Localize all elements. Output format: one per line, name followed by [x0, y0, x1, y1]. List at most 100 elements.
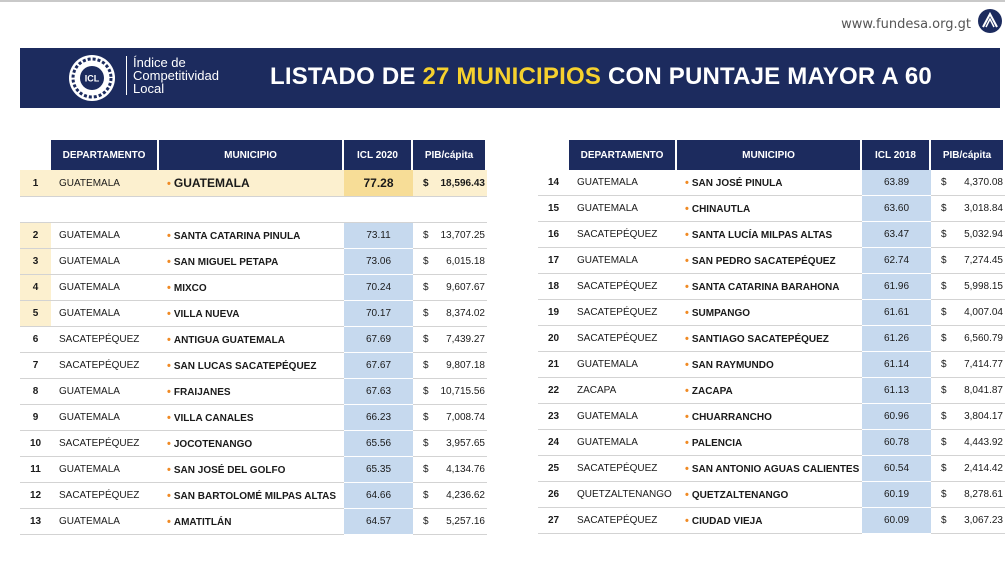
table-row: 14 GUATEMALA • SAN JOSÉ PINULA 63.89 $4,370.0… [538, 170, 1005, 196]
municipio-name: MIXCO [173, 282, 207, 294]
icl-score-cell: 60.19 [862, 482, 931, 508]
municipio-name: QUETZALTENANGO [691, 489, 789, 501]
departamento-cell: GUATEMALA [569, 196, 677, 222]
municipio-cell: • QUETZALTENANGO [677, 482, 862, 508]
icl-score-cell: 77.28 [344, 170, 413, 197]
pib-value: 4,134.76 [446, 464, 485, 475]
municipio-cell: • JOCOTENANGO [159, 431, 344, 457]
departamento-cell: SACATEPÉQUEZ [569, 508, 677, 534]
pib-value: 9,607.67 [446, 282, 485, 293]
pib-cell: $4,370.08 [931, 170, 1005, 196]
bullet-icon: • [685, 384, 689, 397]
municipio-cell: • SANTIAGO SACATEPÉQUEZ [677, 326, 862, 352]
table-header-row: DEPARTAMENTO MUNICIPIO ICL 2018 PIB/cápi… [538, 140, 1005, 170]
municipio-cell: • ANTIGUA GUATEMALA [159, 327, 344, 353]
bullet-icon: • [167, 255, 171, 268]
municipio-cell: • ZACAPA [677, 378, 862, 404]
icl-score-cell: 67.67 [344, 353, 413, 379]
icl-score-cell: 61.14 [862, 352, 931, 378]
bullet-icon: • [167, 489, 171, 502]
bullet-icon: • [685, 358, 689, 371]
currency-symbol: $ [423, 516, 429, 527]
rank-cell: 18 [538, 274, 569, 300]
departamento-cell: GUATEMALA [569, 352, 677, 378]
site-url[interactable]: www.fundesa.org.gt [841, 17, 971, 32]
table-row: 24 GUATEMALA • PALENCIA 60.78 $4,443.92 [538, 430, 1005, 456]
table-row: 8 GUATEMALA • FRAIJANES 67.63 $10,715.56 [20, 379, 487, 405]
municipio-cell: • VILLA NUEVA [159, 301, 344, 327]
currency-symbol: $ [423, 177, 429, 189]
municipio-name: ANTIGUA GUATEMALA [173, 334, 285, 346]
pib-value: 5,998.15 [964, 281, 1003, 292]
pib-value: 7,274.45 [964, 255, 1003, 266]
pib-value: 7,439.27 [446, 334, 485, 345]
pib-value: 4,370.08 [964, 177, 1003, 188]
municipio-cell: • AMATITLÁN [159, 509, 344, 535]
municipio-cell: • SANTA CATARINA BARAHONA [677, 274, 862, 300]
spacer-cell [20, 197, 487, 223]
rank-cell: 5 [20, 301, 51, 327]
municipio-name: SANTA LUCÍA MILPAS ALTAS [691, 229, 833, 241]
icl-score-cell: 60.78 [862, 430, 931, 456]
table-row: 7 SACATEPÉQUEZ • SAN LUCAS SACATEPÉQUEZ 67.6… [20, 353, 487, 379]
municipio-header: MUNICIPIO [159, 140, 344, 170]
currency-symbol: $ [423, 412, 429, 423]
title-banner: ICL Índice de Competitividad Local LISTA… [20, 48, 1000, 108]
municipio-cell: • FRAIJANES [159, 379, 344, 405]
table-row: 1 GUATEMALA • GUATEMALA 77.28 $18,596.43 [20, 170, 487, 197]
title-highlight: 27 MUNICIPIOS [422, 63, 602, 90]
table-row: 19 SACATEPÉQUEZ • SUMPANGO 61.61 $4,007.04 [538, 300, 1005, 326]
pib-cell: $6,560.79 [931, 326, 1005, 352]
icl-score-cell: 70.17 [344, 301, 413, 327]
icl-score-cell: 73.11 [344, 223, 413, 249]
municipio-name: SAN PEDRO SACATEPÉQUEZ [691, 255, 836, 267]
logo-text-line: Índice de [133, 55, 186, 70]
icl-score-cell: 63.60 [862, 196, 931, 222]
icl-score-cell: 70.24 [344, 275, 413, 301]
left-ranking-table: DEPARTAMENTO MUNICIPIO ICL 2020 PIB/cápi… [20, 140, 487, 535]
pib-value: 3,018.84 [964, 203, 1003, 214]
rank-cell: 10 [20, 431, 51, 457]
page-title: LISTADO DE 27 MUNICIPIOS CON PUNTAJE MAY… [270, 63, 932, 91]
bullet-icon: • [685, 488, 689, 501]
table-row: 13 GUATEMALA • AMATITLÁN 64.57 $5,257.16 [20, 509, 487, 535]
bullet-icon: • [167, 229, 171, 242]
currency-symbol: $ [941, 177, 947, 188]
rank-cell: 1 [20, 170, 51, 197]
icl-score-cell: 62.74 [862, 248, 931, 274]
municipio-cell: • CHINAUTLA [677, 196, 862, 222]
pib-cell: $8,278.61 [931, 482, 1005, 508]
currency-symbol: $ [941, 281, 947, 292]
bullet-icon: • [685, 176, 689, 189]
bullet-icon: • [167, 281, 171, 294]
rank-header [538, 140, 569, 170]
municipio-cell: • PALENCIA [677, 430, 862, 456]
table-row: 21 GUATEMALA • SAN RAYMUNDO 61.14 $7,414.77 [538, 352, 1005, 378]
icl-logo-text: Índice de Competitividad Local [126, 56, 219, 95]
table-row: 16 SACATEPÉQUEZ • SANTA LUCÍA MILPAS ALTAS 6… [538, 222, 1005, 248]
table-row: 9 GUATEMALA • VILLA CANALES 66.23 $7,008.74 [20, 405, 487, 431]
municipio-name: GUATEMALA [173, 176, 250, 190]
departamento-cell: GUATEMALA [569, 170, 677, 196]
icl-score-cell: 61.26 [862, 326, 931, 352]
departamento-cell: SACATEPÉQUEZ [569, 456, 677, 482]
departamento-cell: SACATEPÉQUEZ [569, 222, 677, 248]
currency-symbol: $ [423, 282, 429, 293]
pib-value: 3,067.23 [964, 515, 1003, 526]
spacer-row [20, 197, 487, 223]
bullet-icon: • [167, 411, 171, 424]
icl-score-cell: 60.54 [862, 456, 931, 482]
rank-cell: 2 [20, 223, 51, 249]
rank-cell: 22 [538, 378, 569, 404]
icl-logo-icon: ICL [69, 55, 115, 101]
pib-cell: $3,067.23 [931, 508, 1005, 534]
bullet-icon: • [167, 178, 171, 190]
municipio-name: VILLA CANALES [173, 412, 254, 424]
departamento-cell: GUATEMALA [51, 275, 159, 301]
pib-cell: $2,414.42 [931, 456, 1005, 482]
table-row: 4 GUATEMALA • MIXCO 70.24 $9,607.67 [20, 275, 487, 301]
bullet-icon: • [685, 436, 689, 449]
municipio-name: SANTA CATARINA PINULA [173, 230, 301, 242]
pib-value: 2,414.42 [964, 463, 1003, 474]
table-header-row: DEPARTAMENTO MUNICIPIO ICL 2020 PIB/cápi… [20, 140, 487, 170]
